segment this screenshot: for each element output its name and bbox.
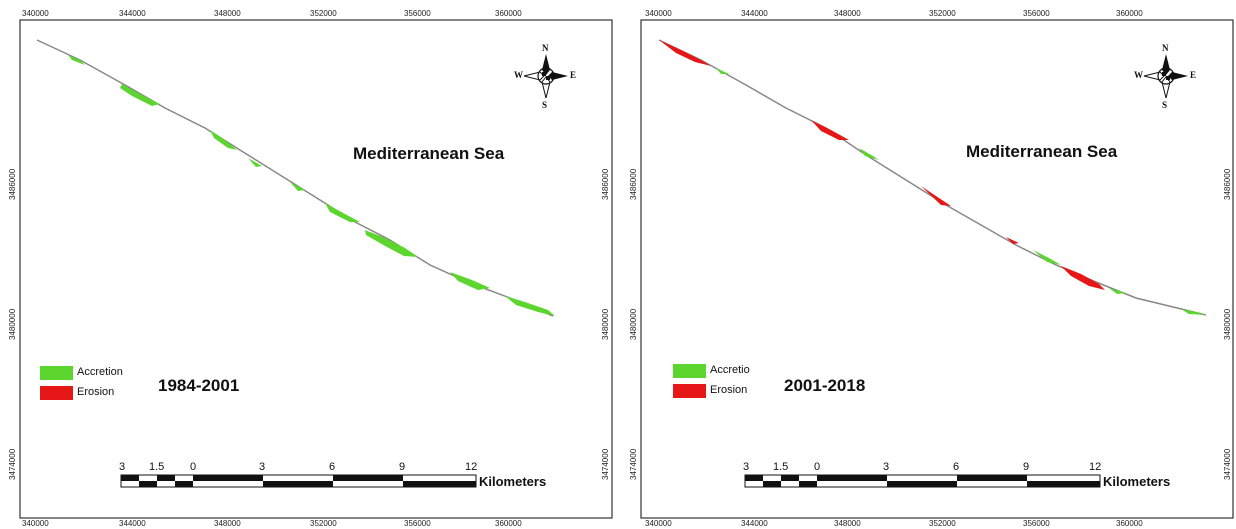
x-tick-label: 352000	[929, 9, 956, 18]
x-axis-top: 340000 344000 348000 352000 356000 36000…	[22, 9, 522, 18]
x-tick-label: 348000	[834, 9, 861, 18]
legend-label: Erosion	[710, 384, 748, 396]
x-tick-label: 344000	[119, 519, 146, 528]
y-tick-label: 3486000	[1223, 168, 1232, 200]
x-tick-label: 360000	[1116, 9, 1143, 18]
map-frame: 340000 344000 348000 352000 356000 36000…	[8, 9, 613, 528]
y-tick-label: 3474000	[8, 448, 17, 480]
scale-label: 3	[259, 461, 265, 473]
scale-label: 0	[190, 461, 196, 473]
x-tick-label: 360000	[1116, 519, 1143, 528]
x-tick-label: 348000	[214, 9, 241, 18]
map-panel-1984-2001: 340000 344000 348000 352000 356000 36000…	[0, 0, 615, 529]
x-tick-label: 352000	[929, 519, 956, 528]
legend-label: Accretio	[710, 364, 750, 376]
scale-label: 3	[743, 461, 749, 473]
compass-n: N	[542, 43, 549, 53]
compass-s: S	[542, 100, 547, 110]
x-tick-label: 340000	[22, 519, 49, 528]
legend-label: Erosion	[77, 386, 115, 398]
scale-label: 9	[399, 461, 405, 473]
scale-label: 9	[1023, 461, 1029, 473]
x-axis-bottom: 340000 344000 348000 352000 356000 36000…	[22, 519, 522, 528]
x-tick-label: 340000	[645, 519, 672, 528]
period-label: 2001-2018	[784, 376, 866, 395]
x-tick-label: 344000	[741, 519, 768, 528]
x-axis-top: 340000 344000 348000 352000 356000 36000…	[645, 9, 1143, 18]
x-tick-label: 344000	[741, 9, 768, 18]
legend-label: Accretion	[77, 366, 123, 378]
compass-w: W	[514, 70, 523, 80]
scale-label: 1.5	[773, 461, 788, 473]
erosion-areas	[659, 40, 1105, 290]
compass-e: E	[1190, 70, 1196, 80]
x-tick-label: 356000	[1023, 519, 1050, 528]
legend-swatch	[40, 386, 73, 400]
scale-bar: 3 1.5 0 3 6 9 12 Kilometers	[119, 461, 546, 489]
compass-w: W	[1134, 70, 1143, 80]
y-tick-label: 3474000	[1223, 448, 1232, 480]
x-tick-label: 340000	[645, 9, 672, 18]
map-frame: 340000 344000 348000 352000 356000 36000…	[629, 9, 1234, 528]
x-tick-label: 356000	[404, 519, 431, 528]
scale-unit: Kilometers	[479, 474, 546, 489]
scale-label: 6	[953, 461, 959, 473]
scale-label: 6	[329, 461, 335, 473]
sea-label: Mediterranean Sea	[966, 142, 1118, 161]
scale-label: 12	[465, 461, 477, 473]
scale-bar: 3 1.5 0 3 6 9 12 Kilometers	[743, 461, 1170, 489]
x-tick-label: 348000	[214, 519, 241, 528]
x-tick-label: 340000	[22, 9, 49, 18]
shoreline	[36, 39, 554, 317]
y-tick-label: 3480000	[8, 308, 17, 340]
scale-label: 3	[883, 461, 889, 473]
y-tick-label: 3480000	[1223, 308, 1232, 340]
y-tick-label: 3486000	[601, 168, 610, 200]
compass-s: S	[1162, 100, 1167, 110]
y-tick-label: 3474000	[629, 448, 638, 480]
y-tick-label: 3480000	[629, 308, 638, 340]
x-tick-label: 356000	[404, 9, 431, 18]
legend-swatch	[673, 364, 706, 378]
x-tick-label: 356000	[1023, 9, 1050, 18]
y-axis-right: 3486000 3480000 3474000	[601, 168, 610, 480]
compass-rose-icon: N S W E	[1134, 43, 1196, 110]
y-tick-label: 3480000	[601, 308, 610, 340]
x-tick-label: 352000	[310, 519, 337, 528]
sea-label: Mediterranean Sea	[353, 144, 505, 163]
accretion-areas	[716, 68, 1206, 315]
accretion-areas	[68, 55, 555, 316]
y-tick-label: 3486000	[629, 168, 638, 200]
y-tick-label: 3486000	[8, 168, 17, 200]
x-tick-label: 344000	[119, 9, 146, 18]
y-tick-label: 3474000	[601, 448, 610, 480]
scale-unit: Kilometers	[1103, 474, 1170, 489]
x-tick-label: 360000	[495, 519, 522, 528]
legend-swatch	[40, 366, 73, 380]
legend-swatch	[673, 384, 706, 398]
scale-label: 0	[814, 461, 820, 473]
compass-e: E	[570, 70, 576, 80]
x-axis-bottom: 340000 344000 348000 352000 356000 36000…	[645, 519, 1143, 528]
map-panel-2001-2018: 340000 344000 348000 352000 356000 36000…	[621, 0, 1236, 529]
scale-label: 3	[119, 461, 125, 473]
y-axis-left: 3486000 3480000 3474000	[629, 168, 638, 480]
scale-label: 12	[1089, 461, 1101, 473]
shoreline	[658, 39, 1207, 316]
y-axis-right: 3486000 3480000 3474000	[1223, 168, 1232, 480]
x-tick-label: 352000	[310, 9, 337, 18]
x-tick-label: 348000	[834, 519, 861, 528]
y-axis-left: 3486000 3480000 3474000	[8, 168, 17, 480]
compass-n: N	[1162, 43, 1169, 53]
compass-rose-icon: N S W E	[514, 43, 576, 110]
period-label: 1984-2001	[158, 376, 240, 395]
x-tick-label: 360000	[495, 9, 522, 18]
scale-label: 1.5	[149, 461, 164, 473]
